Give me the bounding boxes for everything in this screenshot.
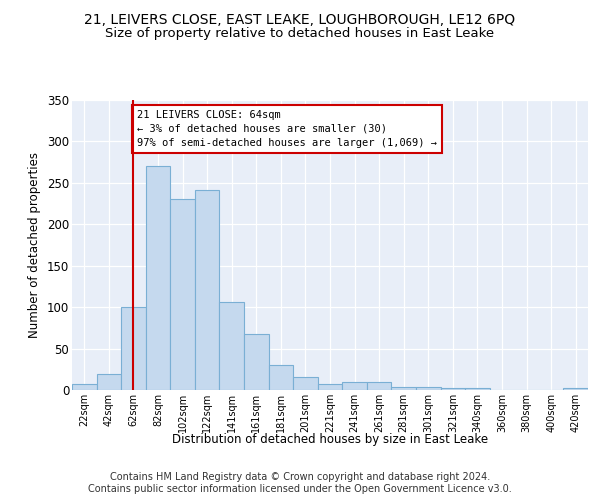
Bar bbox=[465, 388, 490, 390]
Bar bbox=[170, 198, 195, 390]
Bar bbox=[563, 388, 588, 390]
Bar bbox=[318, 384, 342, 390]
Bar bbox=[244, 334, 269, 390]
Bar bbox=[97, 374, 121, 390]
Bar bbox=[195, 190, 220, 390]
Text: Contains public sector information licensed under the Open Government Licence v3: Contains public sector information licen… bbox=[88, 484, 512, 494]
Bar bbox=[269, 365, 293, 390]
Y-axis label: Number of detached properties: Number of detached properties bbox=[28, 152, 41, 338]
Bar bbox=[121, 307, 146, 390]
Bar bbox=[416, 386, 440, 390]
Text: Contains HM Land Registry data © Crown copyright and database right 2024.: Contains HM Land Registry data © Crown c… bbox=[110, 472, 490, 482]
Bar bbox=[220, 302, 244, 390]
Bar bbox=[391, 386, 416, 390]
Text: 21 LEIVERS CLOSE: 64sqm
← 3% of detached houses are smaller (30)
97% of semi-det: 21 LEIVERS CLOSE: 64sqm ← 3% of detached… bbox=[137, 110, 437, 148]
Text: Distribution of detached houses by size in East Leake: Distribution of detached houses by size … bbox=[172, 432, 488, 446]
Bar bbox=[440, 388, 465, 390]
Text: Size of property relative to detached houses in East Leake: Size of property relative to detached ho… bbox=[106, 28, 494, 40]
Bar bbox=[146, 166, 170, 390]
Bar bbox=[342, 382, 367, 390]
Bar bbox=[293, 376, 318, 390]
Bar bbox=[367, 382, 391, 390]
Text: 21, LEIVERS CLOSE, EAST LEAKE, LOUGHBOROUGH, LE12 6PQ: 21, LEIVERS CLOSE, EAST LEAKE, LOUGHBORO… bbox=[85, 12, 515, 26]
Bar bbox=[72, 384, 97, 390]
